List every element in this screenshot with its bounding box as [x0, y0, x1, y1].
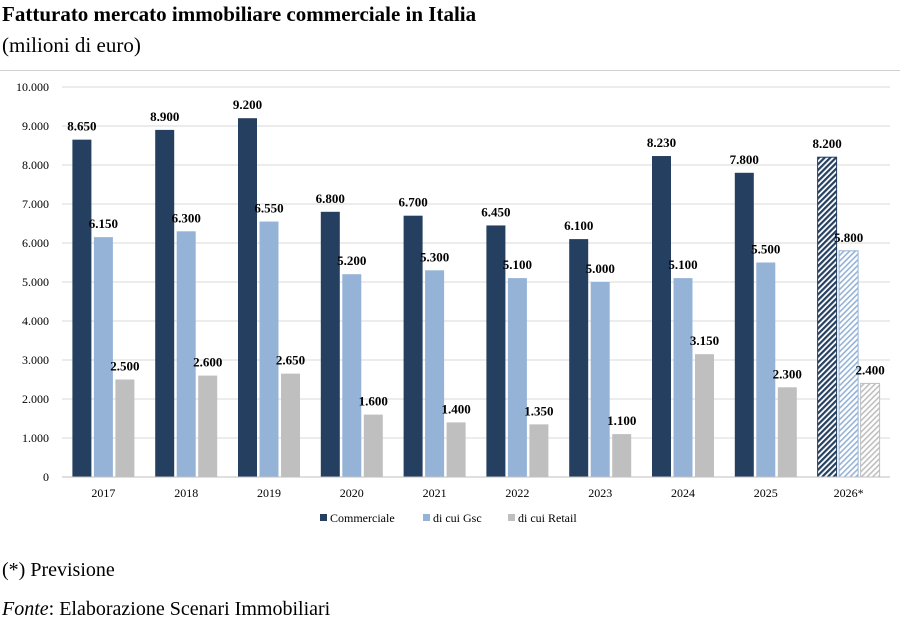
x-tick-label: 2017: [91, 486, 115, 500]
y-tick-label: 9.000: [22, 119, 49, 133]
data-label: 1.100: [607, 413, 636, 428]
bar-gsc-2019: [259, 221, 279, 477]
x-tick-label: 2024: [671, 486, 695, 500]
y-tick-label: 4.000: [22, 314, 49, 328]
data-label: 2.500: [110, 359, 139, 374]
bar-gsc-2018: [176, 231, 196, 477]
bar-gsc-2021: [425, 270, 445, 477]
y-tick-label: 5.000: [22, 275, 49, 289]
legend: Commerciale di cui Gsc di cui Retail: [320, 511, 577, 525]
bar-commerciale-2017: [72, 139, 92, 477]
forecast-note: (*) Previsione: [2, 559, 115, 581]
data-label: 8.200: [812, 136, 841, 151]
data-label: 6.100: [564, 218, 593, 233]
data-label: 2.300: [773, 366, 802, 381]
data-label: 6.150: [89, 216, 118, 231]
x-tick-label: 2022: [505, 486, 529, 500]
bar-commerciale-2024: [652, 156, 671, 477]
bar-commerciale-2025: [734, 172, 754, 478]
data-label: 7.800: [730, 152, 759, 167]
data-label: 2.600: [193, 355, 222, 370]
bar-retail-2024: [695, 354, 714, 477]
chart-subtitle: (milioni di euro): [2, 33, 141, 57]
data-label: 1.600: [359, 394, 388, 409]
bar-gsc-2020: [342, 274, 362, 477]
bar-gsc-2025: [756, 262, 776, 477]
data-label: 6.550: [254, 201, 283, 216]
bar-commerciale-2020: [320, 211, 340, 478]
bar-commerciale-2021: [403, 215, 423, 477]
bar-retail-2017: [115, 379, 135, 477]
source-line: Fonte: Elaborazione Scenari Immobiliari: [2, 598, 330, 621]
x-tick-label: 2018: [174, 486, 198, 500]
bar-commerciale-2019: [238, 118, 257, 477]
data-label: 6.300: [172, 210, 201, 225]
data-label: 5.100: [503, 257, 532, 272]
bar-gsc-2024: [673, 278, 693, 477]
data-label: 9.200: [233, 97, 262, 112]
legend-label-retail: di cui Retail: [518, 511, 577, 525]
data-label: 1.350: [524, 403, 553, 418]
y-tick-label: 7.000: [22, 197, 49, 211]
bar-gsc-2017: [93, 237, 113, 477]
bar-gsc-2023: [590, 282, 610, 477]
x-tick-label: 2025: [754, 486, 778, 500]
bar-retail-2020: [363, 414, 383, 477]
data-label: 5.500: [751, 242, 780, 257]
y-tick-label: 6.000: [22, 236, 49, 250]
bar-retail-2026f: [860, 382, 881, 478]
data-label: 5.200: [337, 253, 366, 268]
data-label: 8.230: [647, 135, 676, 150]
data-label: 2.400: [855, 362, 884, 377]
data-label: 8.650: [67, 119, 96, 134]
bar-commerciale-2022: [486, 225, 506, 477]
chart-frame: [0, 70, 900, 541]
chart-title: Fatturato mercato immobiliare commercial…: [2, 2, 477, 26]
x-tick-label: 2026*: [834, 486, 864, 500]
source-label: Fonte: [2, 598, 49, 620]
bar-commerciale-2023: [569, 239, 589, 477]
legend-swatch-gsc: [423, 514, 430, 521]
bar-commerciale-2018: [155, 129, 175, 477]
data-label: 6.800: [316, 191, 345, 206]
data-labels: 8.650 6.150 2.500 8.900 6.300 2.600 9.200 6.550…: [67, 97, 884, 428]
data-label: 6.700: [398, 195, 427, 210]
legend-label-gsc: di cui Gsc: [433, 511, 482, 525]
axes: 0 1.000 2.000 3.000 4.000 5.000 6.000 7.000 8.00…: [16, 80, 890, 500]
bar-retail-2018: [198, 375, 218, 477]
data-label: 5.300: [420, 249, 449, 264]
y-tick-label: 2.000: [22, 392, 49, 406]
data-label: 6.450: [481, 204, 510, 219]
bar-commerciale-2026f: [817, 156, 838, 478]
y-tick-label: 3.000: [22, 353, 49, 367]
legend-swatch-commerciale: [320, 514, 327, 521]
source-text: : Elaborazione Scenari Immobiliari: [48, 598, 331, 620]
data-label: 8.900: [150, 109, 179, 124]
data-label: 5.100: [668, 257, 697, 272]
y-tick-label: 8.000: [22, 158, 49, 172]
bar-retail-2023: [612, 434, 632, 477]
data-label: 5.800: [834, 230, 863, 245]
bars: [72, 118, 881, 478]
legend-label-commerciale: Commerciale: [330, 511, 395, 525]
data-label: 1.400: [441, 401, 470, 416]
data-label: 2.650: [276, 353, 305, 368]
x-tick-label: 2023: [588, 486, 612, 500]
x-tick-label: 2021: [423, 486, 447, 500]
data-label: 3.150: [690, 333, 719, 348]
bar-retail-2022: [529, 424, 549, 477]
bar-retail-2021: [446, 422, 466, 477]
bar-retail-2019: [281, 373, 300, 477]
bar-chart: 8.650 6.150 2.500 8.900 6.300 2.600 9.200 6.550…: [16, 80, 890, 525]
y-tick-label: 1.000: [22, 431, 49, 445]
data-label: 5.000: [586, 261, 615, 276]
y-tick-label: 10.000: [16, 80, 49, 94]
legend-swatch-retail: [508, 514, 515, 521]
bar-gsc-2022: [507, 278, 527, 477]
x-tick-label: 2020: [340, 486, 364, 500]
bar-retail-2025: [777, 387, 797, 477]
y-tick-label: 0: [43, 470, 49, 484]
x-tick-label: 2019: [257, 486, 281, 500]
